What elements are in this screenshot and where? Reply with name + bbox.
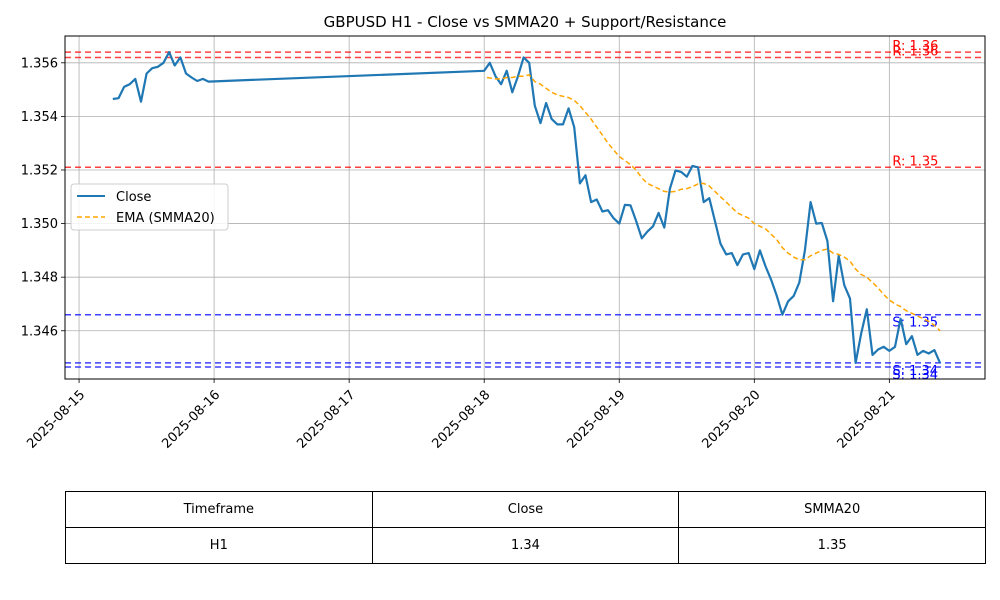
y-tick-label: 1.348: [21, 271, 58, 286]
support-label: S: 1.34: [892, 368, 938, 383]
close-price-line: [112, 51, 942, 364]
table-header-cell: Timeframe: [65, 491, 373, 528]
x-tick-label: 2025-08-16: [159, 388, 223, 452]
grid: [65, 36, 985, 379]
chart-svg: GBPUSD H1 - Close vs SMMA20 + Support/Re…: [21, 13, 986, 452]
table-row: H1 1.34 1.35: [65, 527, 986, 564]
table-header-cell: SMMA20: [678, 491, 986, 528]
table-header-row: Timeframe Close SMMA20: [65, 491, 986, 528]
legend-box: [70, 183, 229, 231]
series-lines: [112, 51, 942, 364]
resistance-label: R: 1.35: [892, 154, 938, 169]
x-tick-label: 2025-08-17: [294, 388, 358, 452]
x-tick-label: 2025-08-18: [429, 388, 493, 452]
x-tick-label: 2025-08-19: [564, 388, 628, 452]
table-cell: 1.34: [371, 527, 680, 564]
y-tick-label: 1.352: [21, 163, 58, 178]
chart-title: GBPUSD H1 - Close vs SMMA20 + Support/Re…: [324, 13, 727, 31]
table-cell: H1: [65, 527, 373, 564]
table-header-cell: Close: [371, 491, 680, 528]
support-label: S: 1.35: [892, 316, 938, 331]
legend: Close EMA (SMMA20): [70, 183, 229, 231]
support-resistance-lines: R: 1.36R: 1.36R: 1.35S: 1.35S: 1.34S: 1.…: [65, 39, 985, 383]
ema-smma20-line: [486, 74, 941, 332]
plot-frame: [64, 35, 986, 380]
x-tick-label: 2025-08-15: [24, 388, 88, 452]
y-tick-label: 1.356: [21, 56, 58, 71]
y-tick-label: 1.354: [21, 110, 58, 125]
y-tick-label: 1.346: [21, 324, 58, 339]
legend-close-label: Close: [116, 190, 151, 205]
legend-ema-label: EMA (SMMA20): [116, 211, 215, 226]
x-tick-label: 2025-08-21: [835, 388, 899, 452]
summary-table: Timeframe Close SMMA20 H1 1.34 1.35: [65, 491, 986, 564]
table-cell: 1.35: [678, 527, 986, 564]
y-tick-label: 1.350: [21, 217, 58, 232]
resistance-label: R: 1.36: [892, 44, 938, 59]
resistance-label: R: 1.36: [892, 39, 938, 54]
x-tick-label: 2025-08-20: [700, 388, 764, 452]
